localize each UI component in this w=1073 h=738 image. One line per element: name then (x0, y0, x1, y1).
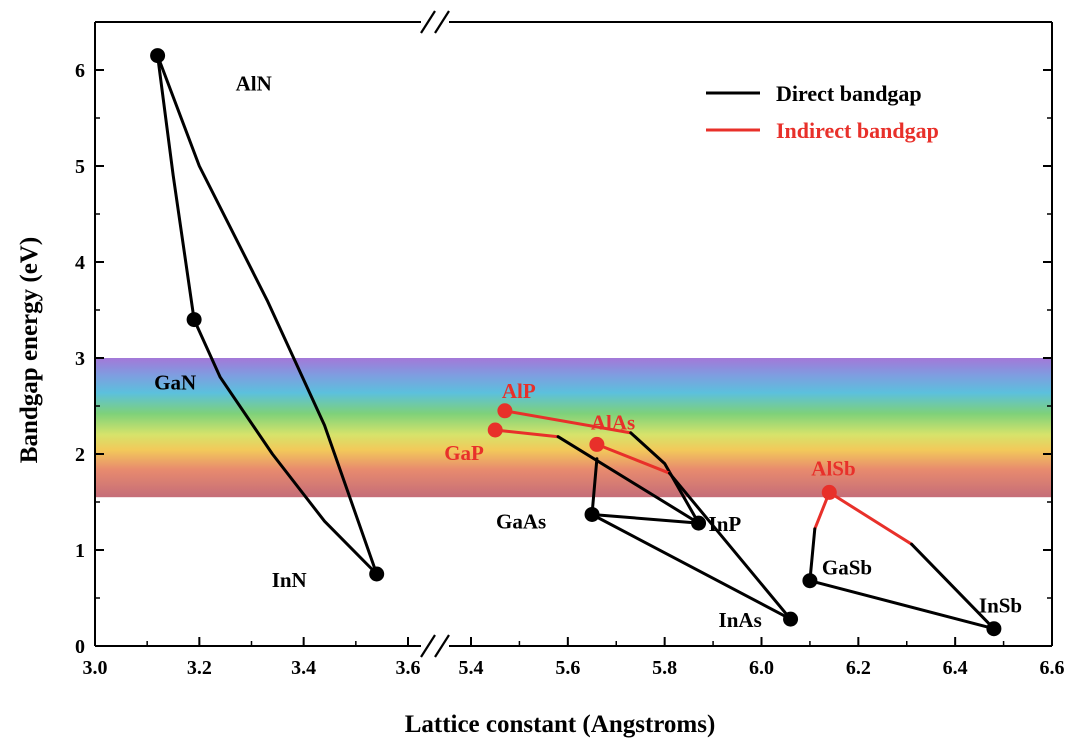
legend-direct-label: Direct bandgap (776, 81, 922, 106)
y-tick-label: 6 (75, 60, 85, 82)
point-aln (150, 48, 166, 64)
label-gap: GaP (444, 441, 484, 465)
x-tick-label: 3.6 (396, 657, 421, 679)
label-insb: InSb (979, 594, 1022, 618)
y-tick-label: 5 (75, 156, 85, 178)
point-inas (783, 611, 799, 627)
curve-7 (595, 442, 671, 475)
x-tick-label: 3.0 (83, 657, 108, 679)
curve-9 (590, 457, 599, 516)
point-alsb (821, 484, 837, 500)
curve-1 (156, 54, 196, 322)
y-tick-label: 4 (75, 252, 85, 274)
x-tick-label: 3.2 (187, 657, 212, 679)
label-alas: AlAs (591, 410, 635, 434)
x-tick-label: 5.4 (459, 657, 484, 679)
point-alas (589, 436, 605, 452)
x-tick-label: 5.6 (555, 657, 580, 679)
y-tick-label: 1 (75, 540, 85, 562)
label-gaas: GaAs (496, 509, 546, 533)
curve-4 (629, 431, 701, 525)
curve-0 (156, 54, 379, 576)
curve-6 (556, 435, 701, 525)
y-axis-title: Bandgap energy (eV) (16, 237, 43, 463)
y-axis-ticks: 0 1 2 3 4 5 6 (75, 60, 1052, 658)
label-gasb: GaSb (822, 556, 872, 580)
label-gan: GaN (154, 371, 196, 395)
curve-12 (827, 490, 914, 546)
point-gan (186, 312, 202, 328)
x-axis-title: Lattice constant (Angstroms) (405, 711, 716, 738)
axis-break-bottom (420, 634, 450, 658)
label-aln: AlN (236, 72, 272, 96)
legend-indirect-label: Indirect bandgap (776, 118, 939, 143)
x-tick-label: 6.0 (749, 657, 774, 679)
x-tick-label: 3.4 (291, 657, 316, 679)
point-alp (497, 403, 513, 419)
x-tick-label: 6.2 (846, 657, 871, 679)
point-inp (691, 515, 707, 531)
curve-13 (910, 542, 996, 631)
label-inp: InP (709, 512, 742, 536)
curve-3 (503, 409, 633, 435)
plot-frame (94, 21, 1053, 647)
label-alsb: AlSb (811, 456, 855, 480)
visible-spectrum-band (95, 358, 1052, 498)
axis-break-top (420, 10, 450, 34)
label-inas: InAs (719, 608, 762, 632)
label-alp: AlP (502, 379, 536, 403)
x-tick-label: 6.4 (943, 657, 968, 679)
y-tick-label: 3 (75, 348, 85, 370)
point-insb (986, 621, 1002, 637)
curve-15 (808, 527, 817, 583)
point-gasb (802, 573, 818, 589)
curve-5 (493, 428, 560, 439)
curve-8 (668, 471, 792, 621)
curve-11 (590, 513, 792, 621)
x-axis-ticks: 3.0 3.2 3.4 3.6 5.4 5.6 5.8 6.0 6.2 6.4 6.6 (83, 637, 1065, 679)
point-inn (369, 566, 385, 582)
x-tick-label: 5.8 (652, 657, 677, 679)
legend: Direct bandgap Indirect bandgap (706, 81, 939, 143)
x-tick-label: 6.6 (1040, 657, 1065, 679)
label-inn: InN (272, 568, 307, 592)
y-tick-label: 2 (75, 444, 85, 466)
y-tick-label: 0 (75, 636, 85, 658)
curve-16 (808, 579, 996, 631)
curve-10 (590, 513, 701, 525)
point-gaas (584, 506, 600, 522)
point-gap (487, 422, 503, 438)
curve-2 (192, 318, 379, 576)
